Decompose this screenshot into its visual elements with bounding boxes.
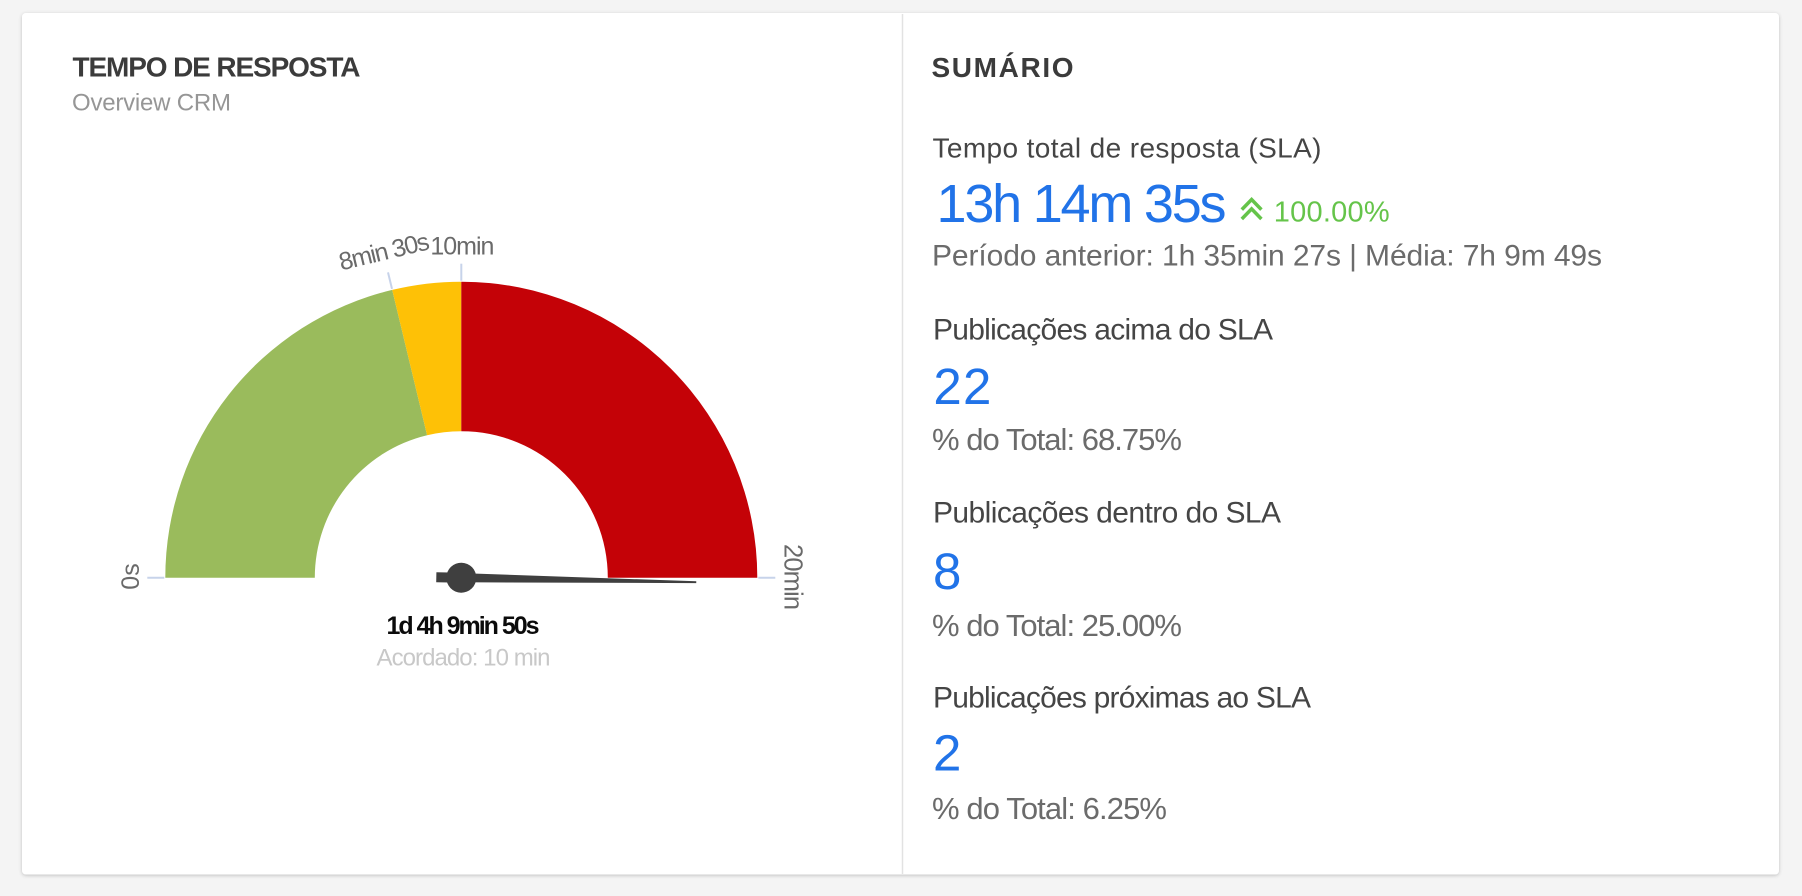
svg-text:Tempo total de resposta (SLA): Tempo total de resposta (SLA) — [933, 133, 1322, 164]
svg-text:100.00%: 100.00% — [1274, 196, 1390, 228]
svg-text:Período anterior: 1h 35min 27s: Período anterior: 1h 35min 27s | Média: … — [932, 240, 1602, 273]
svg-text:10min: 10min — [430, 232, 494, 260]
svg-text:Acordado: 10 min: Acordado: 10 min — [377, 644, 551, 671]
svg-text:% do Total: 68.75%: % do Total: 68.75% — [932, 422, 1182, 457]
svg-text:13h 14m 35s: 13h 14m 35s — [937, 174, 1227, 234]
svg-text:20min: 20min — [779, 544, 807, 610]
svg-text:SUMÁRIO: SUMÁRIO — [932, 52, 1074, 83]
svg-text:% do Total: 25.00%: % do Total: 25.00% — [932, 608, 1182, 643]
svg-text:1d 4h 9min 50s: 1d 4h 9min 50s — [387, 612, 540, 640]
svg-text:% do Total: 6.25%: % do Total: 6.25% — [932, 791, 1167, 826]
svg-text:22: 22 — [933, 358, 991, 415]
svg-text:Publicações acima do SLA: Publicações acima do SLA — [933, 313, 1273, 346]
svg-text:TEMPO DE RESPOSTA: TEMPO DE RESPOSTA — [73, 52, 361, 83]
svg-text:Overview CRM: Overview CRM — [72, 89, 231, 116]
svg-text:8: 8 — [933, 543, 961, 600]
svg-text:Publicações próximas ao SLA: Publicações próximas ao SLA — [933, 682, 1311, 715]
svg-text:2: 2 — [933, 725, 961, 782]
svg-text:Publicações dentro do SLA: Publicações dentro do SLA — [933, 497, 1281, 530]
svg-text:0s: 0s — [117, 563, 145, 589]
